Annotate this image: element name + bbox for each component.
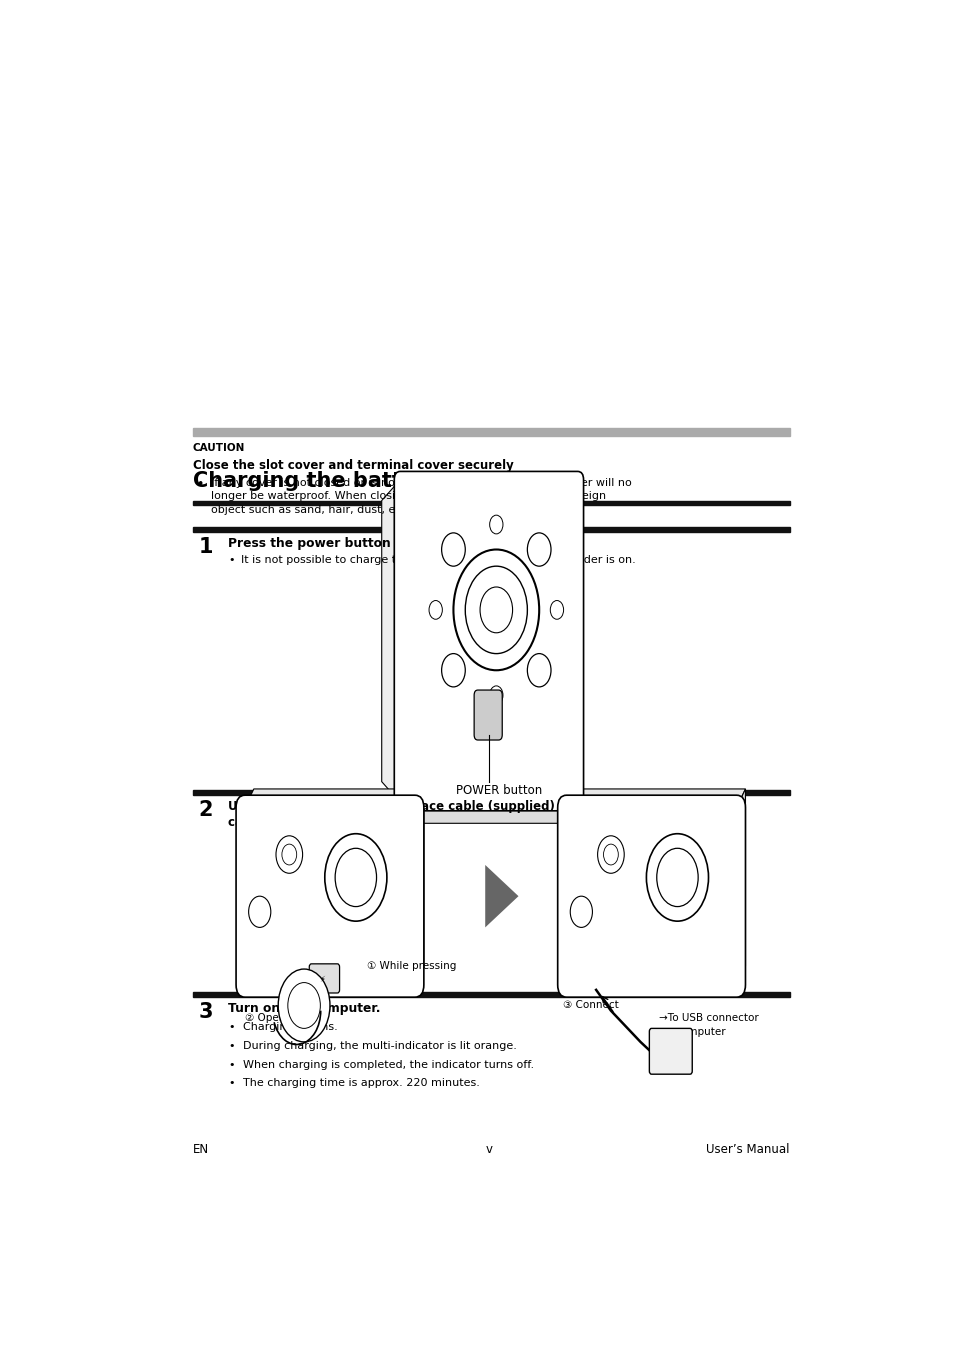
Bar bbox=[193, 427, 789, 437]
Text: v: v bbox=[485, 1142, 492, 1156]
Text: ① While pressing: ① While pressing bbox=[367, 961, 456, 971]
Text: Charging begins.: Charging begins. bbox=[243, 1022, 337, 1032]
Text: •: • bbox=[228, 1022, 234, 1032]
Bar bbox=[193, 527, 789, 531]
Bar bbox=[193, 500, 789, 504]
Text: →To USB connector: →To USB connector bbox=[659, 1013, 758, 1022]
Text: ② Open: ② Open bbox=[245, 1013, 285, 1022]
Polygon shape bbox=[245, 790, 423, 807]
FancyBboxPatch shape bbox=[649, 1029, 692, 1075]
Text: It is not possible to charge the battery pack while the camcorder is on.: It is not possible to charge the battery… bbox=[241, 554, 635, 565]
Text: Charging the battery pack: Charging the battery pack bbox=[193, 472, 502, 491]
Bar bbox=[193, 992, 789, 998]
FancyBboxPatch shape bbox=[558, 795, 744, 998]
Text: •: • bbox=[196, 477, 204, 491]
Text: The charging time is approx. 220 minutes.: The charging time is approx. 220 minutes… bbox=[243, 1079, 479, 1088]
Text: 1: 1 bbox=[198, 537, 213, 557]
FancyBboxPatch shape bbox=[309, 964, 339, 992]
Text: longer be waterproof. When closing a cover, make sure that no foreign: longer be waterproof. When closing a cov… bbox=[212, 491, 606, 502]
Text: •: • bbox=[228, 1079, 234, 1088]
Text: User’s Manual: User’s Manual bbox=[705, 1142, 789, 1156]
Polygon shape bbox=[485, 865, 518, 927]
Text: Press the power button to turn off the camcorder.: Press the power button to turn off the c… bbox=[228, 537, 574, 550]
Text: Close the slot cover and terminal cover securely: Close the slot cover and terminal cover … bbox=[193, 458, 513, 472]
Text: 2: 2 bbox=[198, 800, 213, 821]
Text: CAUTION: CAUTION bbox=[193, 443, 245, 453]
Text: •: • bbox=[228, 1060, 234, 1069]
Text: EN: EN bbox=[193, 1142, 209, 1156]
FancyBboxPatch shape bbox=[394, 472, 583, 811]
Polygon shape bbox=[393, 803, 577, 823]
Text: POWER button: POWER button bbox=[456, 784, 541, 796]
Text: 3: 3 bbox=[198, 1002, 213, 1022]
Text: If any cover is not closed or is not closed completely, the camcorder will no: If any cover is not closed or is not clo… bbox=[212, 477, 632, 488]
Polygon shape bbox=[736, 790, 744, 984]
Text: Use the dedicated USB interface cable (supplied) to connect the: Use the dedicated USB interface cable (s… bbox=[228, 800, 655, 814]
Text: object such as sand, hair, dust, etc. is caught in the rubber seal.: object such as sand, hair, dust, etc. is… bbox=[212, 504, 570, 515]
Bar bbox=[193, 790, 789, 795]
Text: When charging is completed, the indicator turns off.: When charging is completed, the indicato… bbox=[243, 1060, 534, 1069]
Text: on computer: on computer bbox=[659, 1028, 725, 1037]
Text: Turn on the computer.: Turn on the computer. bbox=[228, 1002, 380, 1015]
Text: ③ Connect: ③ Connect bbox=[562, 1000, 618, 1010]
Text: camcorder to a computer.: camcorder to a computer. bbox=[228, 817, 398, 829]
FancyBboxPatch shape bbox=[474, 690, 501, 740]
FancyBboxPatch shape bbox=[235, 795, 423, 998]
Polygon shape bbox=[415, 790, 423, 984]
Text: •: • bbox=[228, 554, 234, 565]
Text: •: • bbox=[228, 1041, 234, 1051]
Polygon shape bbox=[566, 790, 744, 807]
Polygon shape bbox=[381, 480, 400, 803]
Text: During charging, the multi-indicator is lit orange.: During charging, the multi-indicator is … bbox=[243, 1041, 517, 1051]
Circle shape bbox=[278, 969, 330, 1042]
Text: ⚡: ⚡ bbox=[319, 973, 325, 983]
